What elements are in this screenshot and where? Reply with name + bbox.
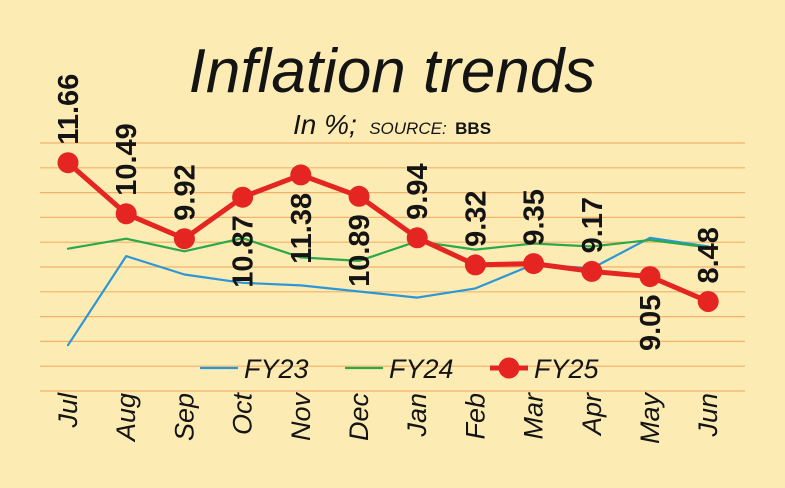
data-label: 9.35 xyxy=(519,189,551,245)
x-tick-label: Jan xyxy=(402,393,432,438)
series-marker-fy25 xyxy=(57,152,79,174)
series-marker-fy25 xyxy=(290,164,312,186)
x-tick-label: Apr xyxy=(577,392,607,437)
x-tick-label: Aug xyxy=(111,393,141,443)
x-tick-label: May xyxy=(635,392,665,445)
x-tick-label: Sep xyxy=(169,393,199,441)
chart-subtitle: In %; SOURCE: BBS xyxy=(293,109,491,140)
series-line-fy23 xyxy=(66,236,710,347)
series-marker-fy25 xyxy=(115,203,137,225)
x-tick-label: Nov xyxy=(286,392,316,442)
x-tick-label: Feb xyxy=(460,393,490,440)
legend: FY23 FY24 FY25 xyxy=(200,354,600,384)
data-label: 10.87 xyxy=(228,215,260,288)
series-marker-fy25 xyxy=(232,186,254,208)
data-label: 9.94 xyxy=(402,163,434,219)
legend-label-fy23: FY23 xyxy=(244,354,309,384)
x-axis-ticks: Jul Aug Sep Oct Nov Dec Jan Feb Mar Apr May Jun xyxy=(53,392,723,445)
series-marker-fy25 xyxy=(523,253,545,275)
data-label: 11.66 xyxy=(53,74,85,145)
series-marker-fy25 xyxy=(348,185,370,207)
chart-title: Inflation trends xyxy=(189,37,596,106)
series-marker-fy25 xyxy=(406,227,428,249)
data-label: 9.05 xyxy=(635,295,667,351)
x-tick-label: Dec xyxy=(344,393,374,442)
x-tick-label: Oct xyxy=(228,392,258,436)
data-label: 10.89 xyxy=(344,214,376,287)
subtitle-source-label: SOURCE: xyxy=(369,119,447,138)
series-marker-fy25 xyxy=(581,260,603,282)
data-labels: 11.66 10.49 9.92 10.87 11.38 10.89 9.94 9.32 9.3… xyxy=(53,74,725,351)
legend-marker-fy25 xyxy=(498,357,520,379)
legend-label-fy24: FY24 xyxy=(389,354,454,384)
x-tick-label: Jul xyxy=(53,392,83,429)
data-label: 9.17 xyxy=(577,197,609,253)
subtitle-source-name: BBS xyxy=(455,119,491,138)
data-label: 8.48 xyxy=(693,227,725,283)
data-label: 9.92 xyxy=(169,164,201,220)
data-label: 10.49 xyxy=(111,123,143,196)
gridlines xyxy=(40,142,745,392)
series-marker-fy25 xyxy=(173,228,195,250)
series-marker-fy25 xyxy=(464,254,486,276)
series-line-fy24 xyxy=(66,237,710,262)
subtitle-unit: In %; xyxy=(293,109,357,140)
data-label: 11.38 xyxy=(286,193,318,264)
series-layer xyxy=(57,152,719,347)
x-tick-label: Jun xyxy=(693,393,723,438)
x-tick-label: Mar xyxy=(519,392,549,440)
series-marker-fy25 xyxy=(639,266,661,288)
series-marker-fy25 xyxy=(697,291,719,312)
data-label: 9.32 xyxy=(460,190,492,246)
legend-label-fy25: FY25 xyxy=(534,354,600,384)
